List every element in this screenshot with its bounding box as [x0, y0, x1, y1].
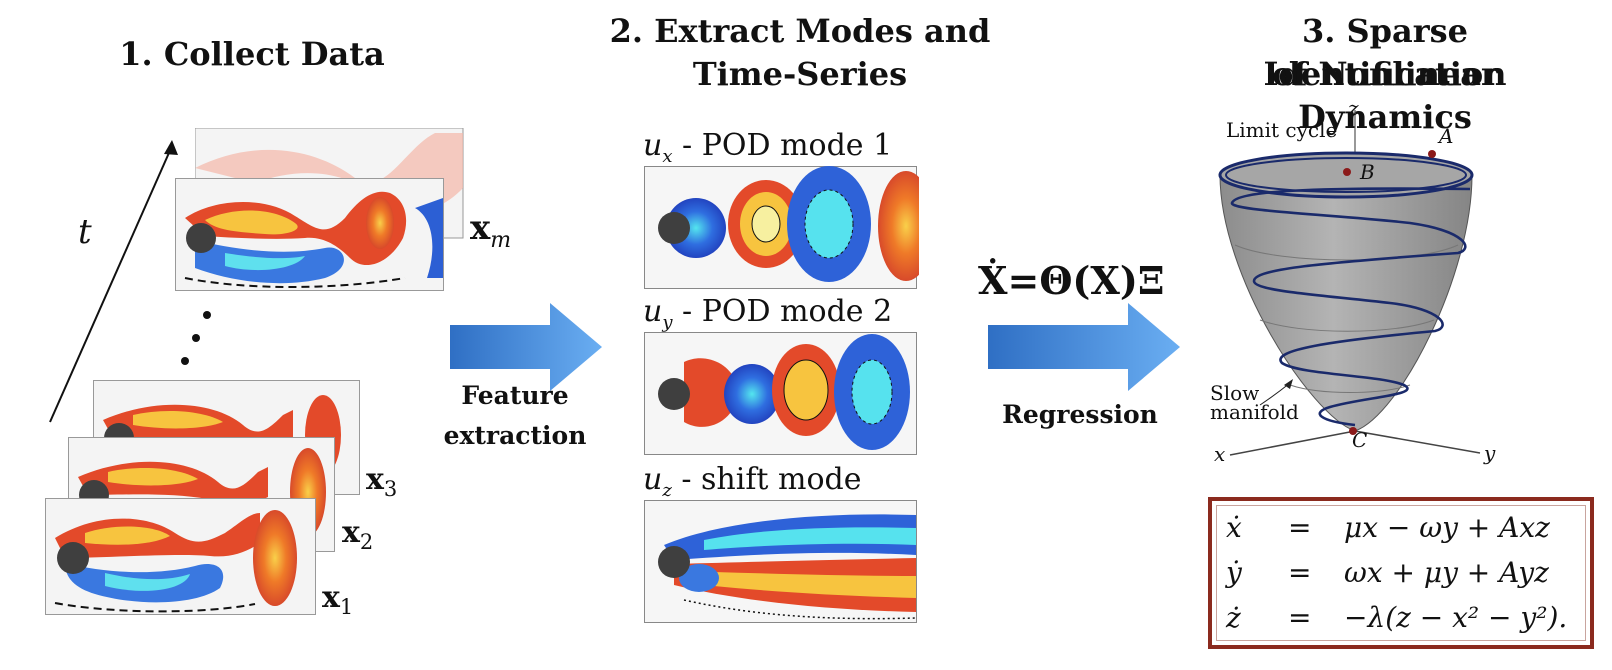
- mode3-label: uz - shift mode: [643, 462, 862, 501]
- pod-mode-2-plot: [644, 332, 917, 455]
- snapshot-stack: [49, 140, 211, 423]
- point-c-label: C: [1352, 428, 1368, 452]
- feature-extraction-label-2: extraction: [443, 421, 587, 450]
- paraboloid-plot: [1218, 110, 1481, 456]
- point-b-label: B: [1360, 160, 1375, 184]
- axis-x-label: x: [1214, 442, 1226, 466]
- step2-title-line1: 2. Extract Modes and: [609, 12, 991, 50]
- snapshot-label-x2: x2: [342, 515, 374, 554]
- time-label: t: [78, 212, 92, 252]
- snapshot-x1: [45, 498, 316, 615]
- snapshot-xm: [175, 178, 444, 291]
- sindy-equation: Ẋ=Θ(X)Ξ: [978, 258, 1165, 303]
- mode1-label: ux - POD mode 1: [643, 128, 893, 167]
- step2-title-line2: Time-Series: [692, 55, 908, 93]
- mode2-label: uy - POD mode 2: [643, 294, 893, 333]
- axis-y-label: y: [1484, 441, 1496, 465]
- slow-manifold-label-1: Slow: [1210, 381, 1260, 405]
- pod-mode-1-plot: [644, 166, 919, 289]
- equations-box: ẋ = μx − ωy + Axz ẏ = ωx + μy + Ayz ż = −λ(z −…: [1208, 497, 1594, 649]
- regression-arrow: [988, 303, 1180, 391]
- snapshot-label-xm: xm: [470, 208, 512, 253]
- regression-label: Regression: [1002, 400, 1158, 429]
- slow-manifold-label-2: manifold: [1210, 400, 1299, 424]
- snapshot-label-x1: x1: [322, 580, 354, 619]
- feature-extraction-label-1: Feature: [461, 381, 569, 410]
- step1-title: 1. Collect Data: [119, 35, 385, 73]
- feature-extraction-arrow: [450, 303, 602, 391]
- axis-z-label: z: [1348, 96, 1359, 120]
- limit-cycle-label: Limit cycle: [1226, 118, 1338, 142]
- shift-mode-plot: [644, 500, 917, 623]
- point-a-label: A: [1439, 124, 1454, 148]
- snapshot-label-x3: x3: [366, 462, 398, 501]
- step3-title-line1: 3. Sparse Identification: [1263, 12, 1507, 93]
- step3-title-line2: of Nonlinear Dynamics: [1272, 55, 1498, 136]
